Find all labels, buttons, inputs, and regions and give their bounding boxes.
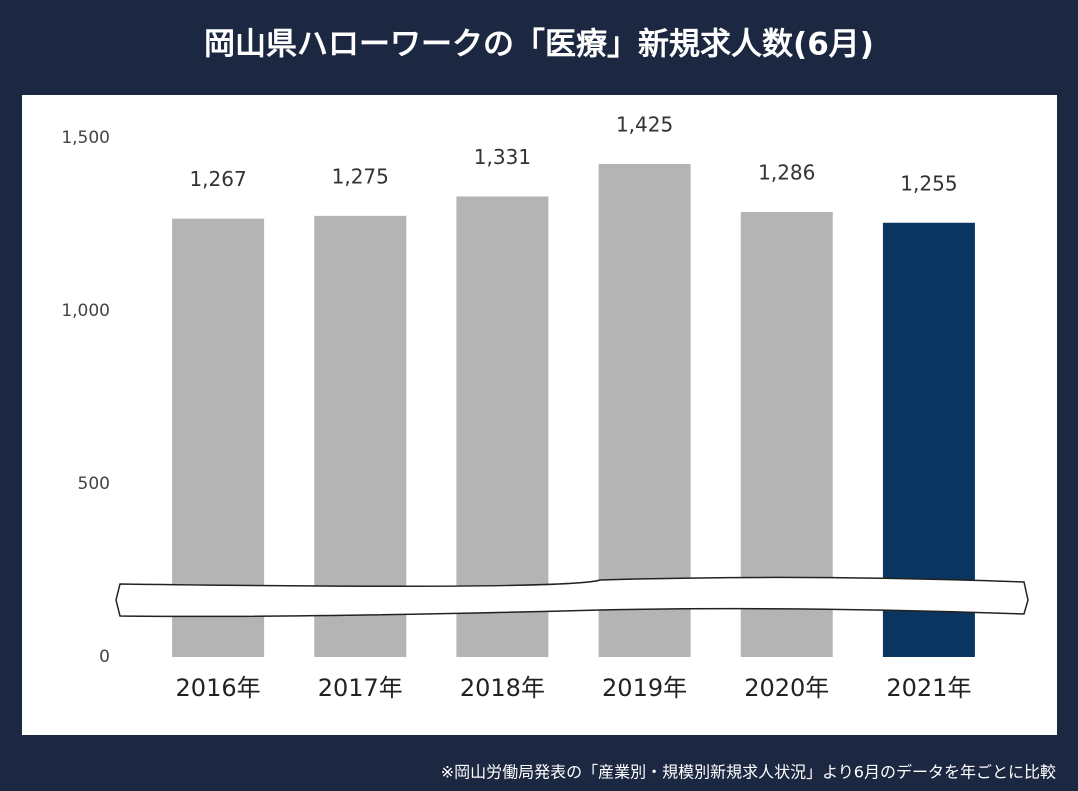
- footnote: ※岡山労働局発表の「産業別・規模別新規求人状況」より6月のデータを年ごとに比較: [441, 763, 1056, 782]
- y-tick-label: 500: [78, 474, 110, 494]
- bar: [456, 196, 549, 657]
- bar: [598, 163, 691, 657]
- value-label: 1,255: [900, 171, 957, 195]
- x-tick-label: 2018年: [460, 674, 545, 702]
- bar: [314, 215, 407, 657]
- value-label: 1,425: [616, 112, 673, 136]
- y-tick-label: 0: [99, 647, 110, 667]
- value-label: 1,275: [332, 164, 389, 188]
- y-tick-label: 1,000: [61, 301, 110, 321]
- chart-title: 岡山県ハローワークの「医療」新規求人数(6月): [204, 27, 874, 63]
- value-label: 1,286: [758, 161, 815, 185]
- x-tick-label: 2019年: [602, 674, 687, 702]
- x-tick-label: 2020年: [744, 674, 829, 702]
- value-label: 1,331: [474, 145, 531, 169]
- x-tick-label: 2017年: [318, 674, 403, 702]
- plot-area: 0 500 1,000 1,500 2016年 1,267 2017年 1,275 2018年 1…: [61, 112, 975, 702]
- x-tick-label: 2021年: [886, 674, 971, 702]
- axis-break: [115, 576, 1029, 618]
- y-tick-label: 1,500: [61, 128, 110, 148]
- value-label: 1,267: [189, 167, 246, 191]
- bar: [172, 218, 265, 658]
- x-tick-label: 2016年: [176, 674, 261, 702]
